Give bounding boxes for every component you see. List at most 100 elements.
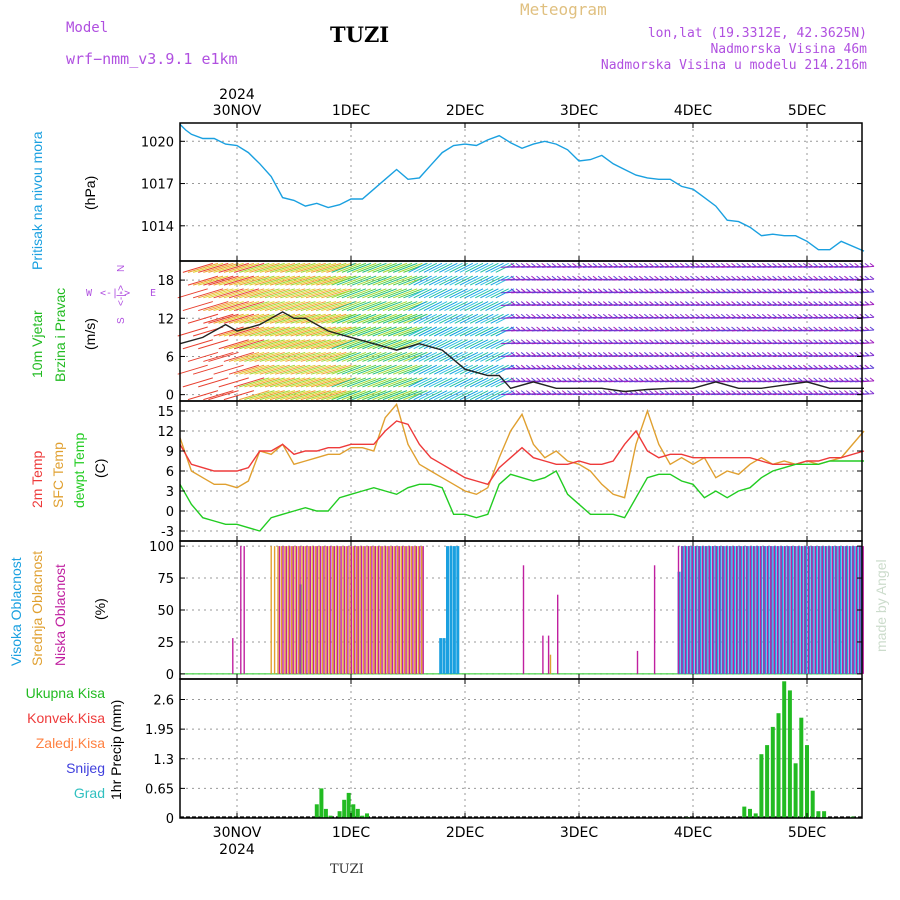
wind-arrow-head [685,390,690,395]
wind-arrow-head [731,301,736,305]
wind-arrow-head [510,275,516,280]
wind-arrow-head [797,301,803,305]
wind-arrow-head [767,352,772,356]
wind-arrow-head [864,352,870,356]
wind-arrow-head [797,339,803,344]
wind-arrow-head [618,377,623,382]
low-cloud-bar [729,546,731,674]
wind-arrow [203,301,234,312]
wind-arrow [228,262,260,273]
wind-arrow-head [751,377,757,382]
wind-arrow [228,339,260,350]
wind-arrow-head [685,377,690,382]
wind-arrow [264,301,296,312]
wind-arrow-head [736,301,741,305]
low-cloud-bar [705,546,707,674]
wind-arrow [485,377,504,388]
wind-arrow [223,326,255,337]
wind-arrow-head [592,377,598,382]
precip-bar [355,808,360,818]
wind-arrow-head [664,364,670,369]
wind-arrow [310,275,342,286]
wind-arrow-head [818,377,824,382]
wind-arrow [275,313,306,324]
wind-arrow [223,275,255,286]
mid-cloud-bar [400,546,402,674]
wind-arrow-head [726,326,731,331]
wind-arrow [393,364,418,375]
mid-cloud-bar [362,546,365,674]
wind-arrow-head [669,288,675,293]
wind-arrow-head [690,339,695,344]
wind-arrow-head [618,288,623,293]
wind-arrow-head [751,262,757,267]
wind-arrow [393,326,418,337]
wind-arrow-head [659,390,664,395]
wind-arrow [239,339,270,350]
wind-arrow-head [869,352,875,356]
wind-arrow [469,364,489,375]
wind-arrow-head [844,262,849,267]
wind-arrow-head [685,326,690,331]
wind-arrow [331,326,356,337]
wind-arrow-head [761,339,767,344]
bottom-day-label: 4DEC [674,825,713,841]
wind-arrow-head [556,313,562,318]
wind-arrow-head [664,313,670,318]
wind-arrow-head [520,364,526,369]
wind-arrow-head [582,339,588,344]
wind-arrow-head [741,262,747,267]
wind-arrow [408,301,427,311]
wind-arrow-head [592,288,598,293]
wind-arrow-head [536,377,541,382]
wind-arrow [387,351,413,362]
wind-arrow-head [582,262,588,267]
mid-cloud-bar [373,546,375,674]
wind-arrow-head [787,326,793,331]
wind-arrow-head [751,288,757,293]
wind-arrow [305,288,337,299]
mid-cloud-bar [280,546,283,674]
mid-cloud-bar [297,546,300,674]
wind-arrow-head [849,313,854,318]
wind-arrow [459,326,479,337]
wind-arrow-head [613,339,618,344]
wind-arrow [387,262,413,273]
wind-arrow-head [541,377,546,382]
wind-arrow [454,326,473,337]
wind-arrow-head [792,313,798,318]
wind-arrow [346,377,372,388]
wind-arrow [177,364,208,375]
wind-arrow-head [726,364,731,369]
low-cloud-bar [302,546,305,674]
low-cloud-bar [701,546,704,674]
wind-arrow-head [592,326,598,331]
wind-arrow-head [602,364,608,369]
low-cloud-bar [343,546,346,674]
wind-arrow [290,351,321,362]
wind-arrow [398,339,423,350]
compass-sep: <-|-> [100,288,131,299]
wind-arrow [418,262,438,273]
wind-arrow-head [638,377,644,382]
low-cloud-bar [773,546,775,674]
low-cloud-bar [295,546,298,674]
wind-arrow [269,262,301,273]
wind-arrow-head [741,377,747,382]
wind-arrow-head [520,301,526,305]
wind-arrow [331,275,356,286]
wind-arrow-head [818,313,824,318]
wind-arrow-head [577,275,582,280]
wind-arrow [341,301,367,312]
wind-arrow-head [572,326,577,331]
wind-arrow [387,288,413,299]
wind-arrow [382,351,408,362]
wind-arrow-head [731,377,736,382]
wind-arrow [433,390,453,401]
wind-arrow [382,326,408,337]
wind-arrow-head [695,288,700,293]
wind-arrow-head [715,326,721,331]
wind-arrow [439,339,458,350]
wind-arrow [269,377,301,388]
